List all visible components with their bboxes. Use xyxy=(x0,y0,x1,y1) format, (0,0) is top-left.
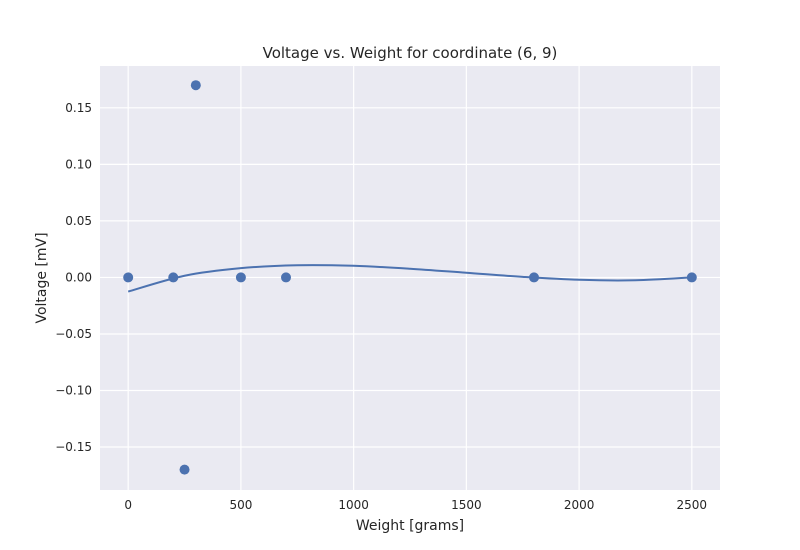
y-tick-label: 0.00 xyxy=(65,270,92,284)
chart-title: Voltage vs. Weight for coordinate (6, 9) xyxy=(263,44,558,62)
y-tick-label: 0.05 xyxy=(65,214,92,228)
data-point xyxy=(281,272,291,283)
data-point xyxy=(123,272,134,283)
y-tick-label: −0.15 xyxy=(55,440,92,454)
x-gridlines xyxy=(127,66,693,490)
data-point xyxy=(235,272,246,283)
y-tick-label: −0.05 xyxy=(55,327,92,341)
x-axis-label: Weight [grams] xyxy=(356,518,464,534)
y-axis-label: Voltage [mV] xyxy=(34,232,50,323)
y-gridlines xyxy=(100,107,720,448)
x-tick-label: 1500 xyxy=(451,498,482,512)
fit-curve xyxy=(127,264,692,293)
x-tick-label: 0 xyxy=(124,498,132,512)
y-tick-label: 0.10 xyxy=(65,157,92,171)
x-tick-label: 500 xyxy=(229,498,252,512)
x-tick-label: 2500 xyxy=(677,498,708,512)
data-point xyxy=(686,272,697,283)
y-tick-label: 0.15 xyxy=(65,101,92,115)
data-point xyxy=(529,272,539,283)
x-tick-label: 2000 xyxy=(564,498,595,512)
data-point xyxy=(168,272,179,283)
x-tick-label: 1000 xyxy=(338,498,369,512)
data-point xyxy=(179,464,190,475)
y-tick-label: −0.10 xyxy=(55,384,92,398)
y-tick-labels: −0.15 −0.10 −0.05 0.00 0.05 0.10 0.15 xyxy=(55,101,92,454)
x-tick-labels: 0 500 1000 1500 2000 2500 xyxy=(124,498,707,512)
data-point xyxy=(190,80,201,91)
data-points xyxy=(123,80,697,475)
